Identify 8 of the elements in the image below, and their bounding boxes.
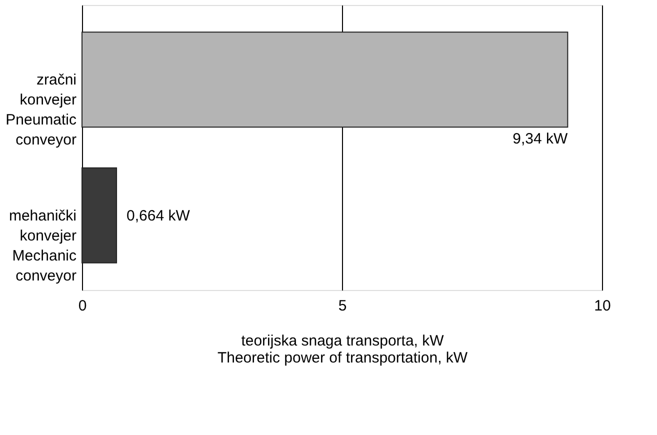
x-axis-title: teorijska snaga transporta, kW Theoretic power of transportation, kW — [217, 332, 468, 366]
data-label: 0,664 kW — [126, 207, 191, 224]
data-label: 9,34 kW — [512, 130, 569, 148]
y-tick-label: zračni konvejer Pneumatic conveyor — [6, 72, 77, 149]
x-tick-label: 5 — [338, 298, 347, 314]
x-tick-label: 10 — [594, 298, 611, 314]
y-tick-label: mehanički konvejer Mechanic conveyor — [8, 207, 77, 284]
x-tick-label: 0 — [78, 298, 87, 314]
